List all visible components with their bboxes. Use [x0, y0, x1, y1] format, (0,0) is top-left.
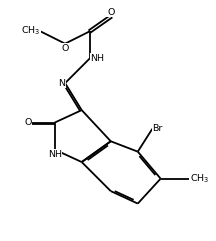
Text: CH$_3$: CH$_3$ [190, 172, 209, 185]
Text: NH: NH [90, 54, 104, 63]
Text: Br: Br [152, 124, 163, 133]
Text: CH$_3$: CH$_3$ [21, 25, 40, 37]
Text: N: N [58, 79, 65, 88]
Text: O: O [24, 118, 32, 127]
Text: NH: NH [48, 150, 62, 159]
Text: O: O [61, 44, 69, 53]
Text: O: O [107, 8, 114, 17]
